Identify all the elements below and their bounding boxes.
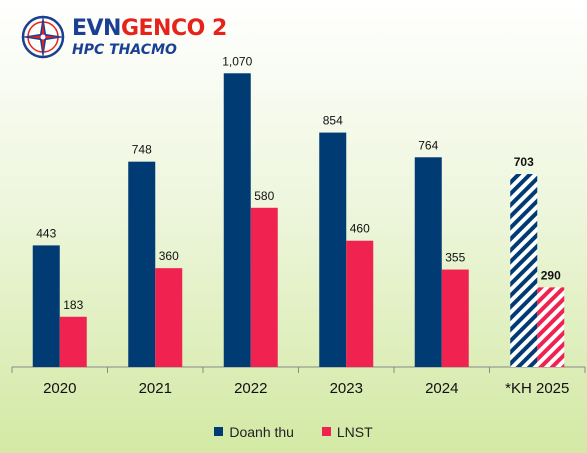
- profit-data-label: 580: [254, 189, 274, 203]
- revenue-bar: [414, 157, 442, 367]
- profit-bar: [346, 240, 374, 367]
- revenue-data-label: 703: [514, 155, 534, 169]
- legend-label-revenue: Doanh thu: [229, 423, 294, 440]
- revenue-bar: [32, 245, 60, 367]
- legend-swatch-revenue: [214, 427, 224, 436]
- profit-data-label: 290: [541, 268, 561, 282]
- x-tick-label: 2022: [234, 380, 267, 397]
- profit-bar: [59, 316, 87, 367]
- profit-bar: [250, 207, 278, 367]
- revenue-bar: [128, 161, 156, 367]
- profit-bar: [155, 268, 183, 367]
- revenue-bar: [223, 73, 251, 367]
- company-logo: EVNGENCO 2 HPC THACMO: [20, 14, 227, 62]
- x-tick-label: 2020: [43, 380, 76, 397]
- logo-brand: EVNGENCO 2: [72, 16, 227, 42]
- legend-item-profit: LNST: [321, 423, 373, 440]
- legend: Doanh thu LNST: [0, 423, 587, 440]
- revenue-data-label: 748: [132, 143, 152, 157]
- profit-data-label: 360: [159, 249, 179, 263]
- profit-bar: [441, 269, 469, 367]
- logo-brand-evn: EVN: [72, 16, 121, 41]
- revenue-bar: [319, 132, 347, 367]
- x-tick-label: 2024: [425, 380, 458, 397]
- x-tick-label: 2023: [330, 380, 363, 397]
- logo-subtitle: HPC THACMO: [72, 42, 177, 58]
- legend-label-profit: LNST: [336, 423, 373, 440]
- profit-data-label: 183: [63, 298, 83, 312]
- star-logo-icon: [21, 15, 65, 59]
- x-tick-label: *KH 2025: [505, 380, 569, 397]
- logo-brand-genco: GENCO 2: [120, 16, 227, 41]
- profit-data-label: 460: [350, 222, 370, 236]
- revenue-data-label: 443: [36, 226, 56, 240]
- profit-data-label: 355: [445, 251, 465, 265]
- legend-item-revenue: Doanh thu: [214, 424, 294, 440]
- revenue-bar: [510, 174, 538, 367]
- x-tick-label: 2021: [139, 380, 172, 397]
- revenue-data-label: 854: [323, 114, 343, 128]
- legend-swatch-profit: [321, 427, 331, 436]
- profit-bar: [537, 287, 565, 367]
- revenue-data-label: 1,070: [222, 54, 252, 68]
- revenue-data-label: 764: [418, 138, 438, 152]
